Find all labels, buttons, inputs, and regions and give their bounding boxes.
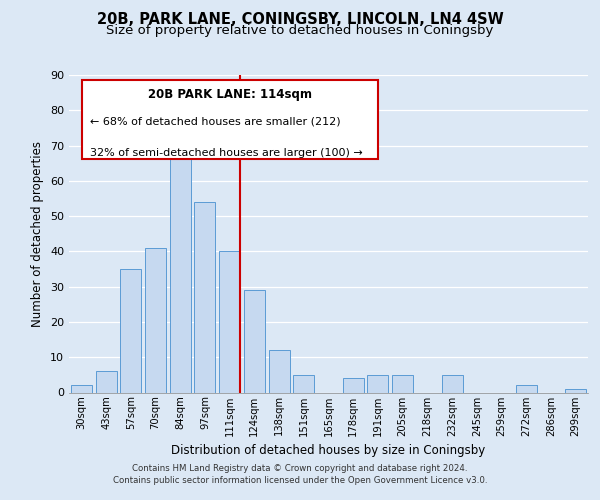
Text: 32% of semi-detached houses are larger (100) →: 32% of semi-detached houses are larger (… (90, 148, 362, 158)
Bar (219, 252, 240, 392)
Bar (120, 269, 141, 392)
Bar (442, 375, 463, 392)
Text: Contains public sector information licensed under the Open Government Licence v3: Contains public sector information licen… (113, 476, 487, 485)
Bar (194, 202, 215, 392)
Bar (95, 372, 116, 392)
Bar (145, 248, 166, 392)
Bar (293, 375, 314, 392)
Text: 20B, PARK LANE, CONINGSBY, LINCOLN, LN4 4SW: 20B, PARK LANE, CONINGSBY, LINCOLN, LN4 … (97, 12, 503, 28)
Text: Size of property relative to detached houses in Coningsby: Size of property relative to detached ho… (106, 24, 494, 37)
Bar (392, 375, 413, 392)
Bar (343, 378, 364, 392)
Text: ← 68% of detached houses are smaller (212): ← 68% of detached houses are smaller (21… (90, 116, 340, 126)
Bar (244, 290, 265, 392)
Bar (170, 146, 191, 392)
Text: 20B PARK LANE: 114sqm: 20B PARK LANE: 114sqm (148, 88, 312, 101)
FancyBboxPatch shape (82, 80, 378, 159)
Bar (367, 375, 388, 392)
Bar (71, 386, 92, 392)
Bar (269, 350, 290, 393)
Bar (565, 389, 586, 392)
X-axis label: Distribution of detached houses by size in Coningsby: Distribution of detached houses by size … (172, 444, 485, 457)
Y-axis label: Number of detached properties: Number of detached properties (31, 141, 44, 327)
Bar (516, 386, 537, 392)
Text: Contains HM Land Registry data © Crown copyright and database right 2024.: Contains HM Land Registry data © Crown c… (132, 464, 468, 473)
